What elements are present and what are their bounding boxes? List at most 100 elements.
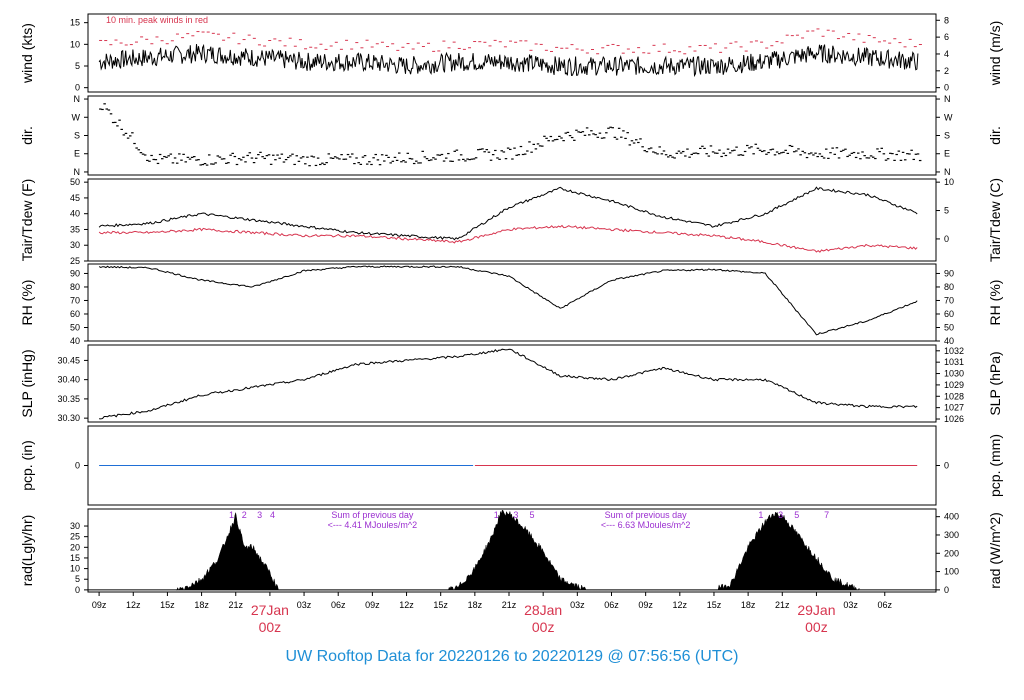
ytick-right-label: 100 <box>944 567 959 577</box>
ytick-right-label: N <box>944 167 951 177</box>
ytick-left-label: 0 <box>75 83 80 93</box>
ytick-right-label: 1029 <box>944 380 964 390</box>
radiation-annotation: <--- 6.63 MJoules/m^2 <box>601 520 691 530</box>
day-label: 00z <box>259 619 282 635</box>
radiation-marker: 3 <box>257 510 262 520</box>
ytick-left-label: 90 <box>70 268 80 278</box>
ytick-left-label: 0 <box>75 461 80 471</box>
panel-slp <box>87 344 937 423</box>
xtick-label: 12z <box>126 600 141 610</box>
xtick-label: 15z <box>433 600 448 610</box>
series-SLP <box>99 348 918 420</box>
xtick-label: 06z <box>878 600 893 610</box>
ytick-right-label: 80 <box>944 282 954 292</box>
ytick-left-label: 80 <box>70 282 80 292</box>
ylabel-right-wind: wind (m/s) <box>987 21 1003 87</box>
ytick-right-label: S <box>944 131 950 141</box>
xtick-label: 18z <box>194 600 209 610</box>
ytick-right-label: 0 <box>944 83 949 93</box>
day-label: 00z <box>805 619 828 635</box>
ylabel-left-rad: rad(Lgly/hr) <box>19 515 35 587</box>
ytick-right-label: 2 <box>944 66 949 76</box>
ytick-right-label: E <box>944 149 950 159</box>
wind-annotation: 10 min. peak winds in red <box>106 15 208 25</box>
ytick-right-label: 4 <box>944 49 949 59</box>
day-label: 00z <box>532 619 555 635</box>
ytick-left-label: 45 <box>70 193 80 203</box>
day-label: 29Jan <box>797 602 835 618</box>
xtick-label: 12z <box>399 600 414 610</box>
ytick-left-label: N <box>74 94 81 104</box>
ytick-left-label: 30 <box>70 521 80 531</box>
ytick-right-label: 400 <box>944 512 959 522</box>
radiation-annotation: Sum of previous day <box>605 510 688 520</box>
ylabel-right-dir: dir. <box>987 126 1003 145</box>
ytick-left-label: 10 <box>70 39 80 49</box>
ytick-right-label: 0 <box>944 461 949 471</box>
ytick-left-label: W <box>72 112 81 122</box>
ytick-right-label: 70 <box>944 295 954 305</box>
xtick-label: 06z <box>331 600 346 610</box>
chart-title: UW Rooftop Data for 20220126 to 20220129… <box>285 648 739 665</box>
ytick-right-label: 0 <box>944 585 949 595</box>
ylabel-left-temp: Tair/Tdew (F) <box>19 179 35 261</box>
ytick-right-label: 60 <box>944 309 954 319</box>
radiation-marker: 1 <box>758 510 763 520</box>
ytick-left-label: 5 <box>75 61 80 71</box>
ytick-right-label: N <box>944 94 951 104</box>
xtick-label: 09z <box>638 600 653 610</box>
ytick-right-label: 0 <box>944 234 949 244</box>
ytick-left-label: N <box>74 167 81 177</box>
radiation-marker: 4 <box>270 510 275 520</box>
ytick-left-label: 35 <box>70 224 80 234</box>
ylabel-right-rad: rad (W/m^2) <box>987 512 1003 589</box>
ylabel-left-pcp: pcp. (in) <box>19 440 35 491</box>
xtick-label: 21z <box>502 600 517 610</box>
ytick-right-label: 50 <box>944 322 954 332</box>
series-mean-wind <box>98 43 919 78</box>
ytick-left-label: 40 <box>70 336 80 346</box>
ytick-left-label: 10 <box>70 564 80 574</box>
ytick-right-label: 1028 <box>944 391 964 401</box>
xtick-label: 15z <box>160 600 175 610</box>
ytick-left-label: 30.35 <box>57 394 80 404</box>
radiation-annotation: Sum of previous day <box>331 510 414 520</box>
ytick-left-label: 70 <box>70 295 80 305</box>
ytick-left-label: S <box>74 131 80 141</box>
ylabel-left-dir: dir. <box>19 126 35 145</box>
ylabel-right-slp: SLP (hPa) <box>987 351 1003 415</box>
ytick-left-label: 20 <box>70 542 80 552</box>
panel-rad <box>87 508 937 593</box>
ytick-left-label: 30.40 <box>57 375 80 385</box>
ytick-right-label: 1032 <box>944 346 964 356</box>
ytick-right-label: 8 <box>944 15 949 25</box>
xtick-label: 09z <box>365 600 380 610</box>
ytick-left-label: 60 <box>70 309 80 319</box>
ytick-left-label: 40 <box>70 209 80 219</box>
ytick-right-label: 200 <box>944 548 959 558</box>
series-radiation <box>176 509 860 591</box>
radiation-marker: 5 <box>794 510 799 520</box>
panel-wind <box>87 13 937 93</box>
series-RH <box>98 265 918 336</box>
panel-rh <box>87 263 937 342</box>
series-Tdew <box>98 224 918 253</box>
ylabel-right-rh: RH (%) <box>987 280 1003 326</box>
ytick-right-label: 300 <box>944 530 959 540</box>
xtick-label: 12z <box>673 600 688 610</box>
ytick-right-label: 1027 <box>944 403 964 413</box>
ylabel-left-rh: RH (%) <box>19 280 35 326</box>
day-label: 27Jan <box>251 602 289 618</box>
xtick-label: 03z <box>570 600 585 610</box>
ylabel-right-temp: Tair/Tdew (C) <box>987 178 1003 262</box>
ytick-right-label: 6 <box>944 32 949 42</box>
ytick-right-label: 5 <box>944 206 949 216</box>
ytick-left-label: 0 <box>75 585 80 595</box>
ytick-left-label: 5 <box>75 574 80 584</box>
ytick-left-label: 30.30 <box>57 413 80 423</box>
radiation-marker: 3 <box>778 510 783 520</box>
ytick-right-label: 90 <box>944 268 954 278</box>
ylabel-right-pcp: pcp. (mm) <box>987 434 1003 497</box>
ytick-left-label: 30.45 <box>57 355 80 365</box>
xtick-label: 21z <box>228 600 243 610</box>
